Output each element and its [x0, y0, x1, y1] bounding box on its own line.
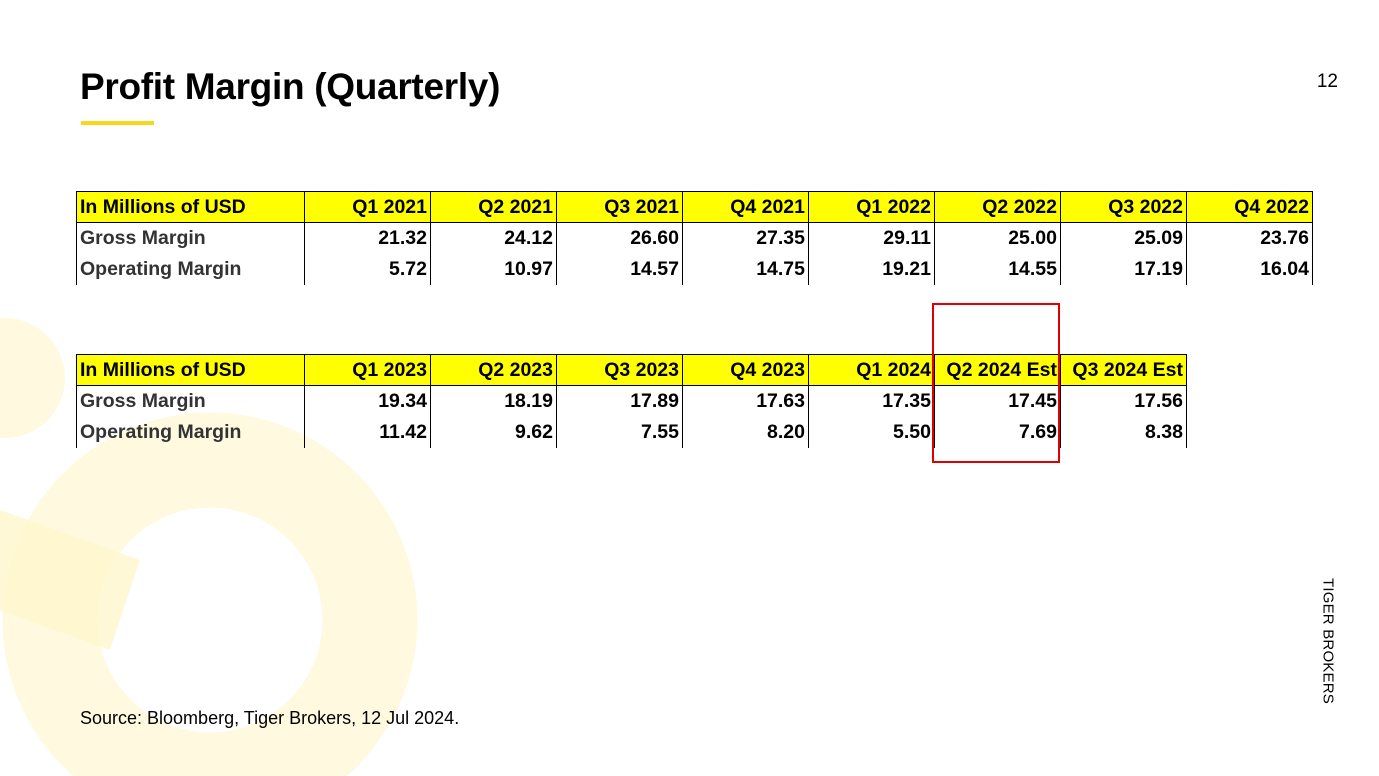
- table-cell: 5.72: [304, 253, 431, 285]
- column-header: Q2 2021: [430, 191, 557, 223]
- table-cell: 14.57: [556, 253, 683, 285]
- source-note: Source: Bloomberg, Tiger Brokers, 12 Jul…: [80, 708, 460, 728]
- row-label: Gross Margin: [76, 222, 305, 254]
- column-header: Q2 2023: [430, 354, 557, 386]
- table-cell: 16.04: [1186, 253, 1313, 285]
- title-underline: [81, 121, 154, 125]
- table-row: Operating Margin 11.42 9.62 7.55 8.20 5.…: [76, 416, 1187, 448]
- table-row: Gross Margin 21.32 24.12 26.60 27.35 29.…: [76, 222, 1313, 254]
- table-cell: 11.42: [304, 416, 431, 448]
- margin-table-2021-2022: In Millions of USD Q1 2021 Q2 2021 Q3 20…: [76, 191, 1313, 285]
- table-cell: 14.55: [934, 253, 1061, 285]
- row-label: Operating Margin: [76, 416, 305, 448]
- table-cell: 9.62: [430, 416, 557, 448]
- brand-label: TIGER BROKERS: [1319, 578, 1337, 704]
- column-header: Q3 2024 Est: [1060, 354, 1187, 386]
- column-header: Q1 2022: [808, 191, 935, 223]
- column-header: In Millions of USD: [76, 191, 305, 223]
- table-cell: 18.19: [430, 385, 557, 417]
- page-title: Profit Margin (Quarterly): [80, 66, 501, 107]
- table-cell: 25.09: [1060, 222, 1187, 254]
- table-header-row: In Millions of USD Q1 2021 Q2 2021 Q3 20…: [76, 191, 1313, 223]
- column-header: Q2 2022: [934, 191, 1061, 223]
- column-header: Q3 2022: [1060, 191, 1187, 223]
- table-header-row: In Millions of USD Q1 2023 Q2 2023 Q3 20…: [76, 354, 1187, 386]
- table-cell: 17.63: [682, 385, 809, 417]
- page-number: 12: [1316, 71, 1338, 92]
- margin-table-2023-2024: In Millions of USD Q1 2023 Q2 2023 Q3 20…: [76, 354, 1187, 448]
- table-cell: 27.35: [682, 222, 809, 254]
- column-header: Q3 2023: [556, 354, 683, 386]
- highlight-box-q2-2024-est: [932, 303, 1060, 463]
- table-cell: 10.97: [430, 253, 557, 285]
- table-cell: 17.35: [808, 385, 935, 417]
- table-cell: 17.89: [556, 385, 683, 417]
- table-cell: 17.45: [934, 385, 1061, 417]
- column-header: Q2 2024 Est: [934, 354, 1061, 386]
- table-row: Gross Margin 19.34 18.19 17.89 17.63 17.…: [76, 385, 1187, 417]
- table-cell: 19.34: [304, 385, 431, 417]
- table-cell: 19.21: [808, 253, 935, 285]
- table-cell: 8.38: [1060, 416, 1187, 448]
- table-cell: 7.69: [934, 416, 1061, 448]
- table-row: Operating Margin 5.72 10.97 14.57 14.75 …: [76, 253, 1313, 285]
- table-cell: 21.32: [304, 222, 431, 254]
- column-header: Q1 2024: [808, 354, 935, 386]
- column-header: In Millions of USD: [76, 354, 305, 386]
- row-label: Operating Margin: [76, 253, 305, 285]
- table-cell: 29.11: [808, 222, 935, 254]
- table-cell: 23.76: [1186, 222, 1313, 254]
- table-cell: 17.19: [1060, 253, 1187, 285]
- table-cell: 26.60: [556, 222, 683, 254]
- column-header: Q4 2021: [682, 191, 809, 223]
- column-header: Q4 2022: [1186, 191, 1313, 223]
- row-label: Gross Margin: [76, 385, 305, 417]
- column-header: Q3 2021: [556, 191, 683, 223]
- table-cell: 17.56: [1060, 385, 1187, 417]
- column-header: Q1 2023: [304, 354, 431, 386]
- table-cell: 8.20: [682, 416, 809, 448]
- table-cell: 7.55: [556, 416, 683, 448]
- table-cell: 25.00: [934, 222, 1061, 254]
- table-cell: 5.50: [808, 416, 935, 448]
- column-header: Q1 2021: [304, 191, 431, 223]
- table-cell: 14.75: [682, 253, 809, 285]
- table-cell: 24.12: [430, 222, 557, 254]
- column-header: Q4 2023: [682, 354, 809, 386]
